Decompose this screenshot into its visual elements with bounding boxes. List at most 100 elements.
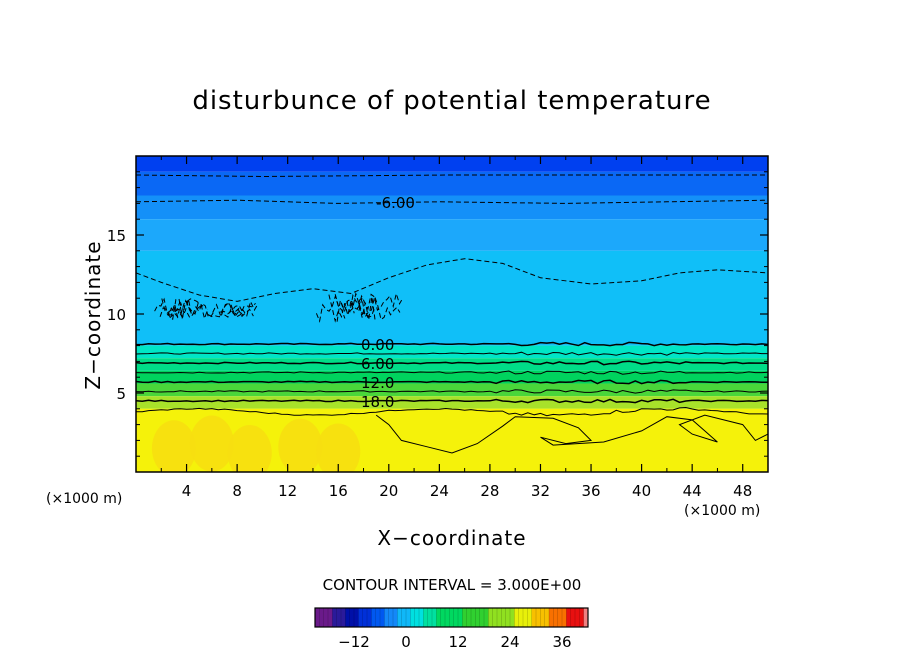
colorbar-cell xyxy=(432,608,437,627)
colorbar-cell xyxy=(466,608,472,627)
colorbar-cell xyxy=(566,608,572,627)
x-tick-label: 32 xyxy=(531,482,550,500)
colorbar-cell xyxy=(371,608,377,627)
colorbar-cell xyxy=(427,608,433,627)
colorbar-cell xyxy=(553,608,559,627)
colorbar-cell xyxy=(315,608,320,627)
colorbar-cell xyxy=(527,608,533,627)
x-tick-label: 20 xyxy=(379,482,398,500)
colorbar-cell xyxy=(536,608,541,627)
colorbar-cell xyxy=(341,608,346,627)
colorbar-cell xyxy=(410,608,416,627)
colorbar-cell xyxy=(518,608,524,627)
contour-line xyxy=(136,174,768,178)
contour-label: 18.0 xyxy=(361,393,394,411)
x-unit-left: (×1000 m) xyxy=(46,491,123,507)
colorbar-cell xyxy=(462,608,468,627)
colorbar-cell xyxy=(549,608,554,627)
colorbar-cell xyxy=(484,608,489,627)
field-band xyxy=(136,219,768,251)
x-tick-label: 48 xyxy=(733,482,752,500)
x-tick-label: 44 xyxy=(683,482,702,500)
colorbar-cell xyxy=(497,608,502,627)
contour-line xyxy=(212,303,244,318)
colorbar-cell xyxy=(414,608,420,627)
chart-title: disturbunce of potential temperature xyxy=(192,86,712,116)
colorbar-cell xyxy=(397,608,403,627)
colorbar-tick-label: 24 xyxy=(500,633,519,651)
colorbar-cell xyxy=(384,608,390,627)
warm-patch xyxy=(227,425,272,472)
colorbar-cell xyxy=(488,608,494,627)
y-tick-label: 5 xyxy=(116,385,126,403)
contour-line xyxy=(154,297,181,314)
colorbar-cell xyxy=(557,608,563,627)
contour-line xyxy=(357,291,404,311)
x-tick-label: 36 xyxy=(581,482,600,500)
warm-patch xyxy=(316,423,361,472)
contour-line xyxy=(136,341,768,347)
colorbar-cell xyxy=(332,608,338,627)
colorbar-cell xyxy=(401,608,407,627)
colorbar-cell xyxy=(458,608,463,627)
contour-line xyxy=(349,291,376,318)
colorbar-cell xyxy=(362,608,368,627)
contour-line xyxy=(161,298,191,319)
colorbar-cell xyxy=(328,608,333,627)
contour-line xyxy=(136,258,768,302)
contour-label: -6.00 xyxy=(376,194,415,212)
colorbar-tick-label: −12 xyxy=(338,633,370,651)
contour-line xyxy=(207,303,254,318)
x-tick-label: 40 xyxy=(632,482,651,500)
colorbar-cell xyxy=(471,608,476,627)
colorbar-cell xyxy=(514,608,520,627)
field-band xyxy=(136,383,768,397)
colorbar-cell xyxy=(575,608,580,627)
x-unit-right: (×1000 m) xyxy=(684,503,761,519)
contour-line xyxy=(221,302,256,318)
contour-label: 6.00 xyxy=(361,355,394,373)
colorbar-cell xyxy=(531,608,537,627)
colorbar-tick-label: 12 xyxy=(448,633,467,651)
colorbar-cell xyxy=(579,608,585,627)
contour-label: 12.0 xyxy=(361,374,394,392)
colorbar-cell xyxy=(319,608,325,627)
colorbar-cell xyxy=(505,608,511,627)
x-tick-label: 4 xyxy=(182,482,192,500)
colorbar-cell xyxy=(345,608,351,627)
colorbar-cell xyxy=(501,608,507,627)
colorbar-cell xyxy=(540,608,546,627)
contour-line xyxy=(136,351,768,356)
colorbar-cell xyxy=(336,608,342,627)
contour-line xyxy=(136,360,768,366)
colorbar-tick-label: 0 xyxy=(401,633,411,651)
contour-interval: CONTOUR INTERVAL = 3.000E+00 xyxy=(322,576,582,594)
colorbar-cell xyxy=(419,608,424,627)
colorbar-cell xyxy=(562,608,567,627)
x-tick-label: 16 xyxy=(329,482,348,500)
colorbar-cell xyxy=(354,608,359,627)
contour-label: 0.00 xyxy=(361,336,394,354)
field-band xyxy=(136,195,768,220)
contour-line xyxy=(375,414,768,454)
colorbar-cell xyxy=(388,608,394,627)
field-band xyxy=(136,358,768,371)
contour-line xyxy=(315,294,346,323)
contour-line xyxy=(328,294,355,323)
colorbar-cell xyxy=(583,608,589,627)
contour-line xyxy=(136,370,768,375)
field-band xyxy=(136,171,768,196)
colorbar-tick-label: 36 xyxy=(552,633,571,651)
y-axis-label: Z−coordinate xyxy=(81,240,105,390)
x-tick-label: 28 xyxy=(480,482,499,500)
colorbar-cell xyxy=(393,608,398,627)
colorbar-cell xyxy=(358,608,364,627)
colorbar-cell xyxy=(323,608,329,627)
colorbar-cell xyxy=(380,608,385,627)
colorbar-cell xyxy=(445,608,450,627)
x-axis-label: X−coordinate xyxy=(377,526,527,550)
warm-patch xyxy=(278,418,323,472)
contour-line xyxy=(185,300,216,319)
